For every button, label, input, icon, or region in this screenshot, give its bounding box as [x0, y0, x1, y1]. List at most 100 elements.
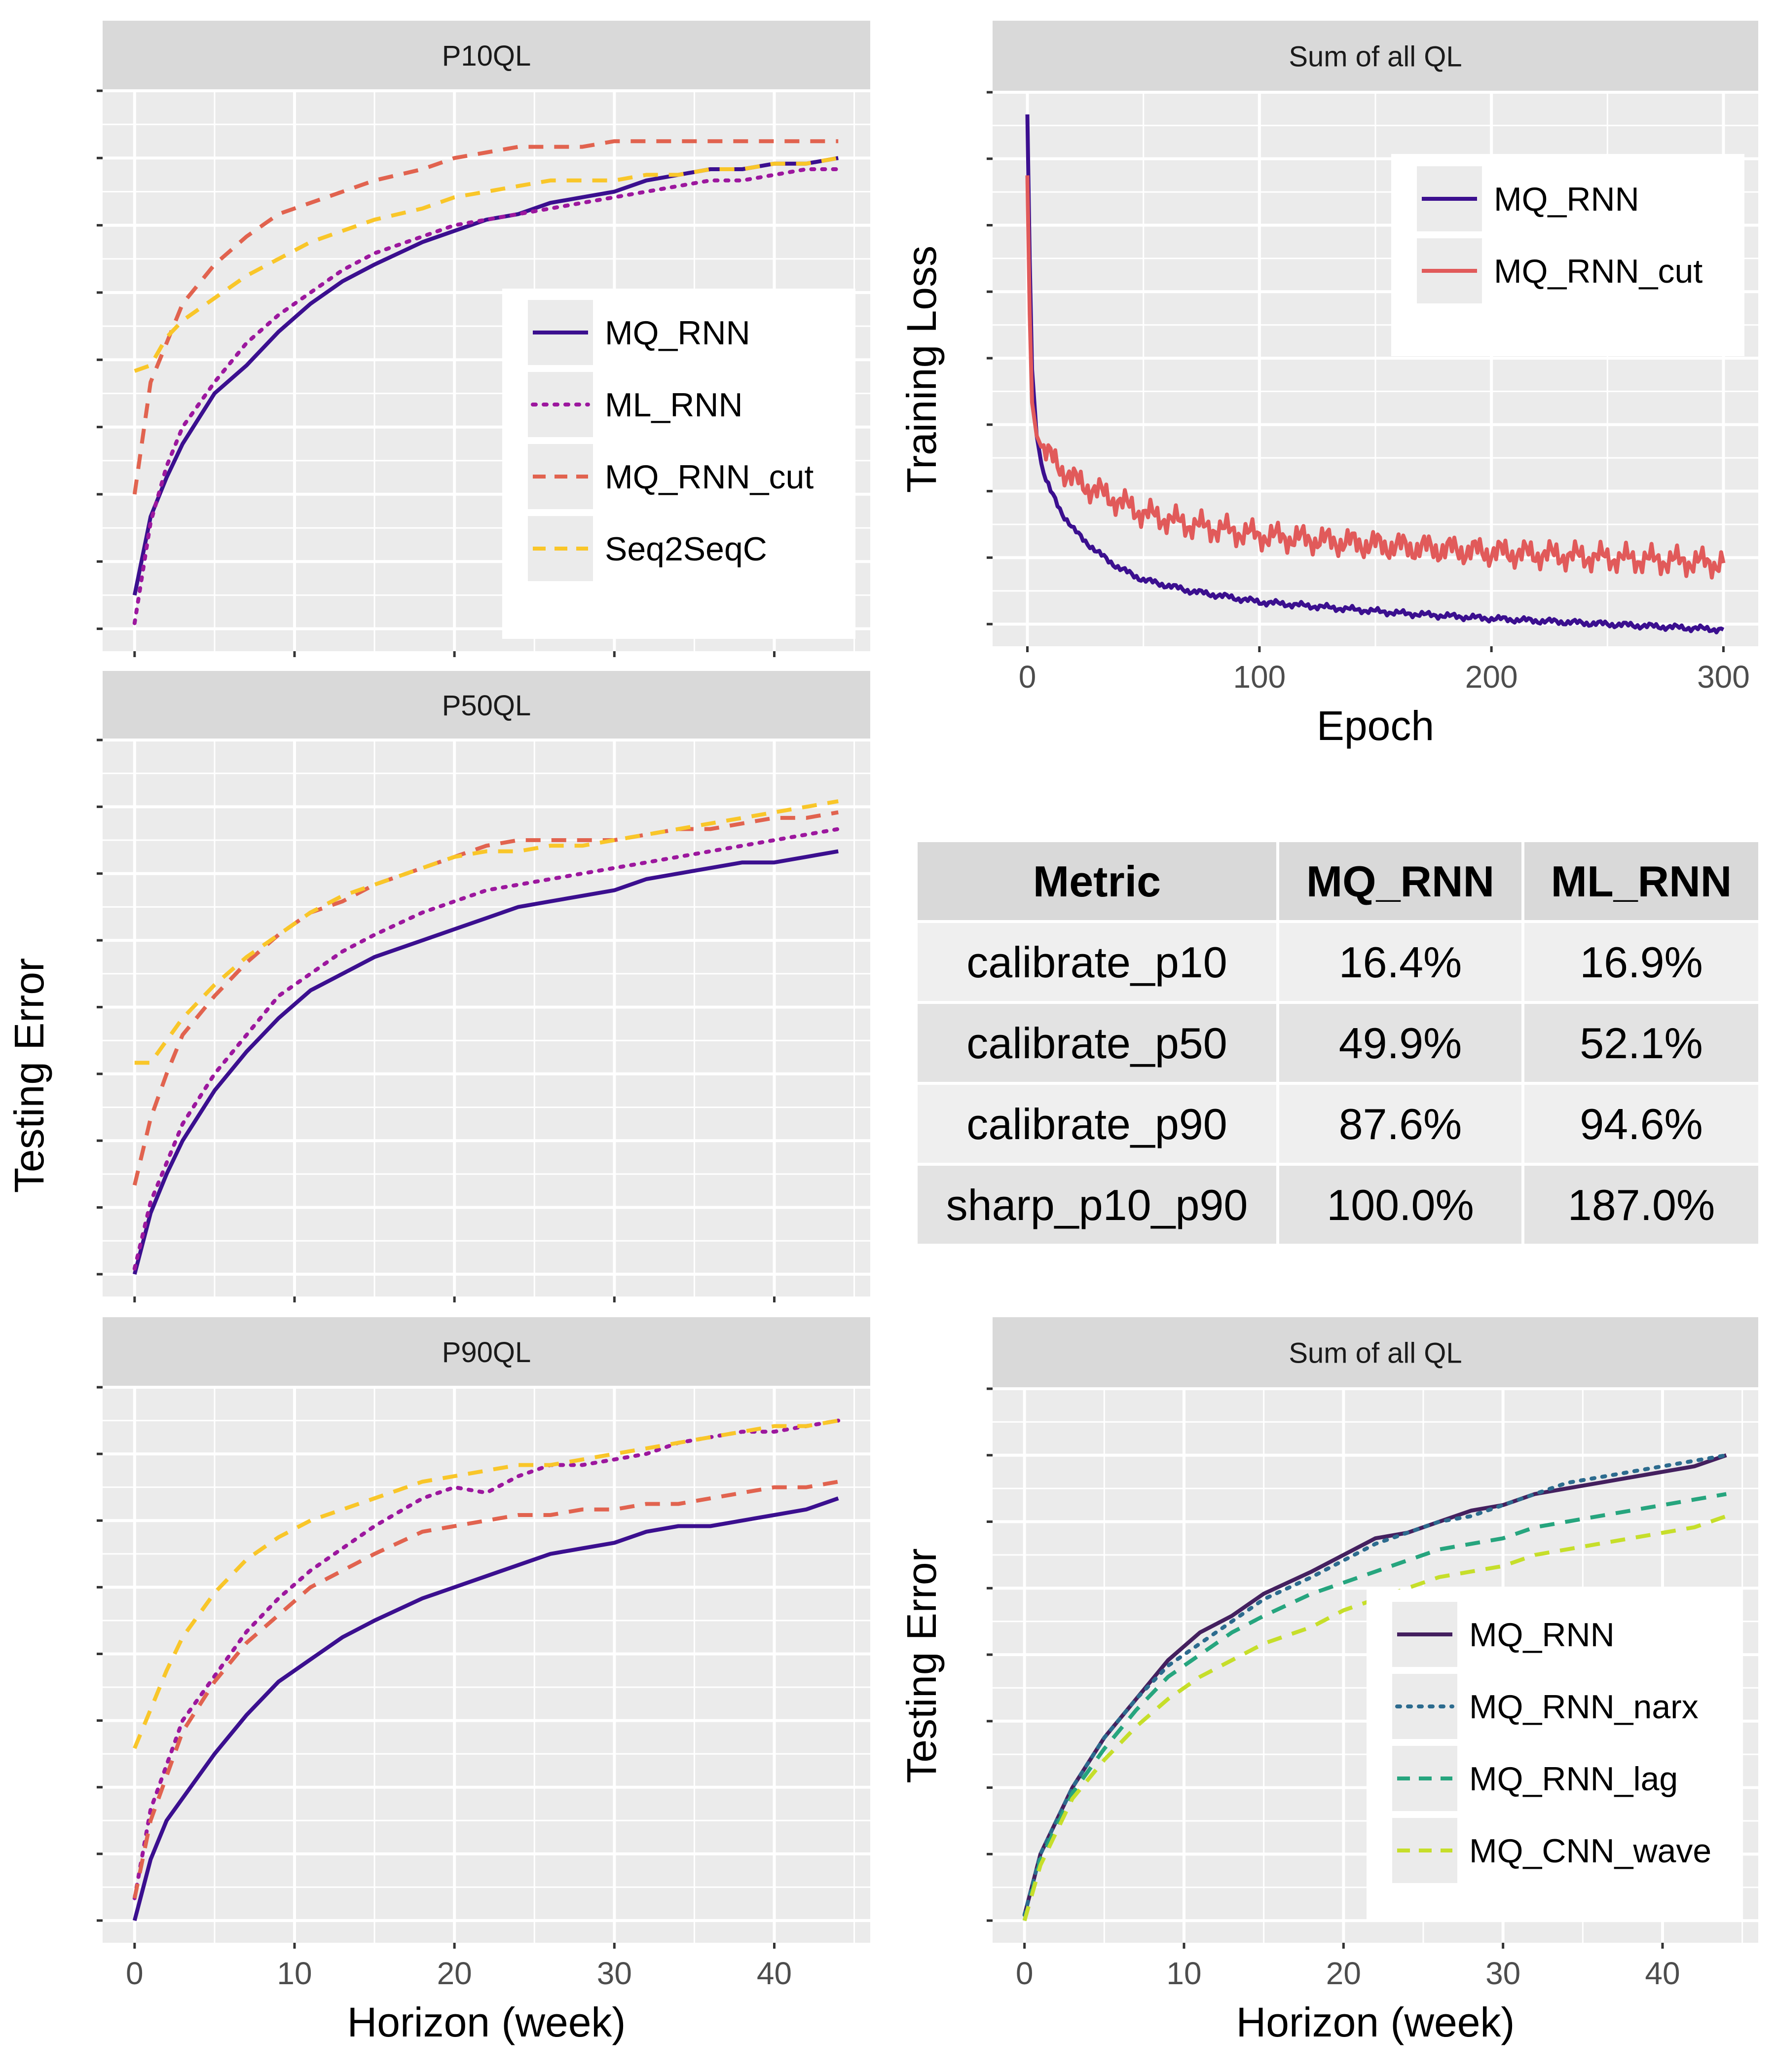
- x-tick-label: 0: [1016, 1956, 1034, 1991]
- x-tick-label: 20: [437, 1956, 472, 1991]
- legend: MQ_RNN ML_RNN MQ_RNN_cut Seq2SeqC: [502, 289, 855, 639]
- x-tick-label: 200: [1465, 659, 1518, 695]
- panel-train: Sum of all QL 0 100 200 300 Epoch Training Los…: [898, 21, 1758, 749]
- panel-title: P90QL: [442, 1336, 531, 1369]
- legend-label: MQ_RNN_cut: [605, 458, 814, 496]
- panel-strip: [993, 1317, 1758, 1389]
- table-cell: 100.0%: [1327, 1181, 1474, 1229]
- legend-label: MQ_RNN_cut: [1494, 253, 1702, 290]
- legend-label: MQ_CNN_wave: [1469, 1832, 1711, 1870]
- panel-variants: Sum of all QL 0 10 20 30 40 Horizon (week) Test…: [898, 1317, 1758, 2045]
- table-cell: 94.6%: [1580, 1100, 1703, 1148]
- table-cell-bg: [918, 923, 1276, 1001]
- panel-p50: P50QL: [54, 671, 870, 1302]
- table-cell-bg: [1279, 1085, 1521, 1163]
- legend-label: MQ_RNN: [605, 314, 750, 352]
- series-lines: [1022, 1453, 1729, 1922]
- table-header-cell: [918, 842, 1276, 920]
- table-cell: calibrate_p90: [966, 1100, 1227, 1148]
- series-line-mq-rnn-narx: [1022, 1453, 1729, 1917]
- table-cell: 187.0%: [1568, 1181, 1715, 1229]
- table-cell: 52.1%: [1580, 1019, 1703, 1068]
- legend-label: ML_RNN: [605, 386, 743, 424]
- series-line-mq-rnn: [132, 1496, 839, 1922]
- x-tick-label: 10: [277, 1956, 312, 1991]
- series-lines: [132, 139, 841, 626]
- table-header-ml-rnn: ML_RNN: [1551, 857, 1732, 906]
- x-tick-label: 0: [126, 1956, 144, 1991]
- table-cell-bg: [1524, 923, 1758, 1001]
- legend: MQ_RNN MQ_RNN_cut: [1391, 154, 1744, 356]
- series-line-ml-rnn: [132, 167, 841, 626]
- legend: MQ_RNN MQ_RNN_narx MQ_RNN_lag MQ_CNN_wave: [1367, 1590, 1742, 1920]
- panel-strip: [993, 21, 1758, 92]
- series-line-seq2seqc: [133, 1418, 839, 1749]
- x-tick-label: 40: [757, 1956, 792, 1991]
- series-line-seq2seqc: [134, 799, 839, 1065]
- y-axis-title: Training Loss: [898, 246, 945, 493]
- table-header-cell: [1279, 842, 1521, 920]
- x-tick-label: 300: [1697, 659, 1750, 695]
- y-axis-title: Testing Error: [898, 1548, 945, 1783]
- panel-title: Sum of all QL: [1289, 1337, 1462, 1369]
- legend-key-bg: [1392, 1674, 1457, 1739]
- table-header-cell: [1524, 842, 1758, 920]
- table-cell: 87.6%: [1339, 1100, 1462, 1148]
- table-cell-bg: [918, 1085, 1276, 1163]
- x-tick-label: 30: [1485, 1956, 1520, 1991]
- panel-p10: P10QL MQ_RNN ML_RNN MQ_RNN_cut Seq2SeqC: [54, 21, 870, 657]
- panel-strip: [103, 1317, 870, 1387]
- series-line-mq-rnn-cut: [132, 139, 839, 495]
- x-axis-title: Horizon (week): [347, 1999, 626, 2045]
- x-tick-label: 10: [1166, 1956, 1201, 1991]
- table-cell-bg: [1279, 1166, 1521, 1244]
- legend-label: Seq2SeqC: [605, 530, 767, 568]
- table-header-metric: Metric: [1033, 857, 1161, 906]
- panel-title: P10QL: [442, 40, 531, 72]
- table-cell-bg: [1524, 1166, 1758, 1244]
- left-axis-title: Testing Error: [6, 958, 52, 1193]
- series-line-mq-rnn-cut: [132, 1480, 839, 1899]
- table-cell-bg: [1279, 1004, 1521, 1082]
- gridlines: [54, 1386, 870, 1943]
- panels: P10QL MQ_RNN ML_RNN MQ_RNN_cut Seq2SeqC P50QL…: [54, 21, 1758, 2045]
- table-cell-bg: [918, 1166, 1276, 1244]
- series-line-ml-rnn: [132, 1418, 841, 1900]
- table-cell: calibrate_p50: [966, 1019, 1227, 1068]
- legend-label: MQ_RNN: [1494, 181, 1639, 218]
- legend-label: MQ_RNN: [1469, 1616, 1615, 1654]
- plot-background: [103, 740, 870, 1296]
- panel-title: P50QL: [442, 690, 531, 722]
- x-tick-label: 40: [1645, 1956, 1680, 1991]
- x-axis-title: Epoch: [1317, 703, 1434, 749]
- panel-strip: [103, 671, 870, 740]
- series-line-mq-rnn-cut: [132, 810, 839, 1186]
- x-tick-label: 0: [1019, 659, 1036, 695]
- series-lines: [132, 1418, 841, 1922]
- table-cell: 49.9%: [1339, 1019, 1462, 1068]
- table-cell-bg: [1524, 1004, 1758, 1082]
- legend-label: MQ_RNN_narx: [1469, 1688, 1699, 1726]
- table-cell: sharp_p10_p90: [946, 1181, 1248, 1229]
- series-lines: [132, 799, 841, 1275]
- metrics-table: Metric MQ_RNN ML_RNN calibrate_p10 16.4% 16.9…: [918, 842, 1758, 1244]
- table-cell-bg: [1524, 1085, 1758, 1163]
- panel-p90: P90QL 0 10 20 30 40 Horizon (week): [54, 1317, 870, 2045]
- x-tick-label: 20: [1326, 1956, 1361, 1991]
- series-line-mq-rnn-lag: [1022, 1492, 1727, 1922]
- series-line-ml-rnn: [132, 827, 841, 1271]
- series-line-mq-rnn-cut: [1025, 175, 1726, 580]
- series-lines: [1025, 114, 1726, 634]
- legend-key-bg: [528, 372, 593, 437]
- panel-strip: [103, 21, 870, 91]
- x-tick-label: 100: [1233, 659, 1286, 695]
- series-line-mq-rnn: [132, 156, 839, 596]
- panel-title: Sum of all QL: [1289, 41, 1462, 73]
- table-cell: 16.9%: [1580, 938, 1703, 987]
- series-line-mq-rnn: [1025, 114, 1725, 634]
- x-axis-title: Horizon (week): [1236, 1999, 1515, 2045]
- plot-background: [103, 1387, 870, 1943]
- table-cell-bg: [918, 1004, 1276, 1082]
- x-tick-label: 30: [597, 1956, 632, 1991]
